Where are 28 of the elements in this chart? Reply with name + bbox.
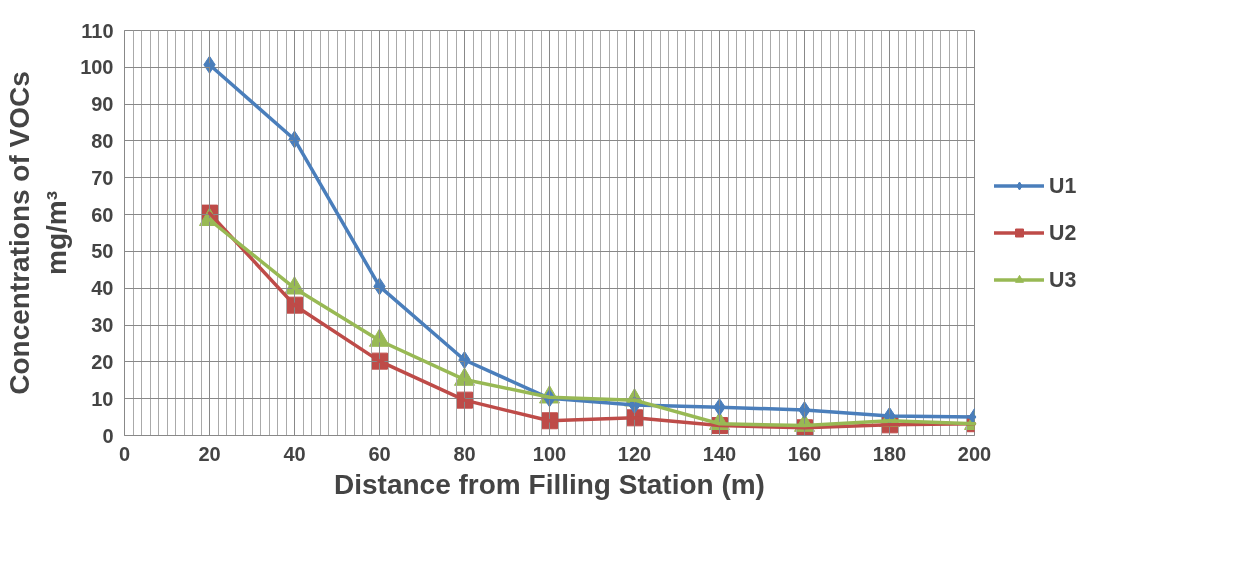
legend-label: U3 (1049, 267, 1077, 292)
x-tick-label: 100 (532, 442, 567, 465)
y-tick-label: 90 (91, 93, 114, 116)
y-tick-label: 70 (91, 166, 114, 189)
y-tick-label: 0 (102, 424, 114, 447)
y-tick-label: 30 (91, 314, 114, 337)
x-tick-label: 60 (368, 442, 391, 465)
y-tick-label: 10 (91, 387, 114, 410)
y-tick-label: 60 (91, 203, 114, 226)
y-tick-label: 40 (91, 277, 114, 300)
y-tick-label: 100 (80, 56, 114, 79)
x-tick-label: 160 (787, 442, 822, 465)
x-tick-label: 140 (702, 442, 737, 465)
legend-label: U1 (1049, 173, 1077, 198)
y-axis-title: Concentrations of VOCs mg/m³ (3, 71, 73, 395)
y-tick-label: 80 (91, 129, 114, 152)
y-tick-label: 20 (91, 350, 114, 373)
x-tick-label: 200 (957, 442, 992, 465)
x-axis-title: Distance from Filling Station (m) (334, 468, 765, 500)
x-tick-label: 120 (617, 442, 652, 465)
legend-label: U2 (1049, 220, 1077, 245)
x-tick-label: 180 (872, 442, 907, 465)
x-tick-label: 80 (453, 442, 476, 465)
x-tick-label: 40 (283, 442, 306, 465)
y-tick-label: 50 (91, 240, 114, 263)
x-tick-label: 0 (118, 442, 131, 465)
y-tick-label: 110 (81, 19, 114, 42)
x-tick-label: 20 (198, 442, 221, 465)
